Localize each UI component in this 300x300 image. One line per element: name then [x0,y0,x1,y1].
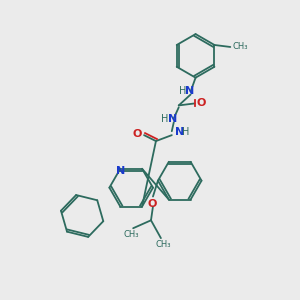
Text: N: N [168,114,177,124]
Text: CH₃: CH₃ [123,230,139,239]
Text: CH₃: CH₃ [232,43,248,52]
Text: N: N [175,127,184,137]
Text: O: O [147,200,157,209]
Text: H: H [161,114,169,124]
Text: N: N [185,85,194,96]
Text: O: O [132,129,142,139]
Text: CH₃: CH₃ [155,240,171,249]
Text: H: H [179,85,186,96]
Text: H: H [182,127,189,137]
Text: O: O [197,98,206,108]
Text: N: N [116,166,125,176]
